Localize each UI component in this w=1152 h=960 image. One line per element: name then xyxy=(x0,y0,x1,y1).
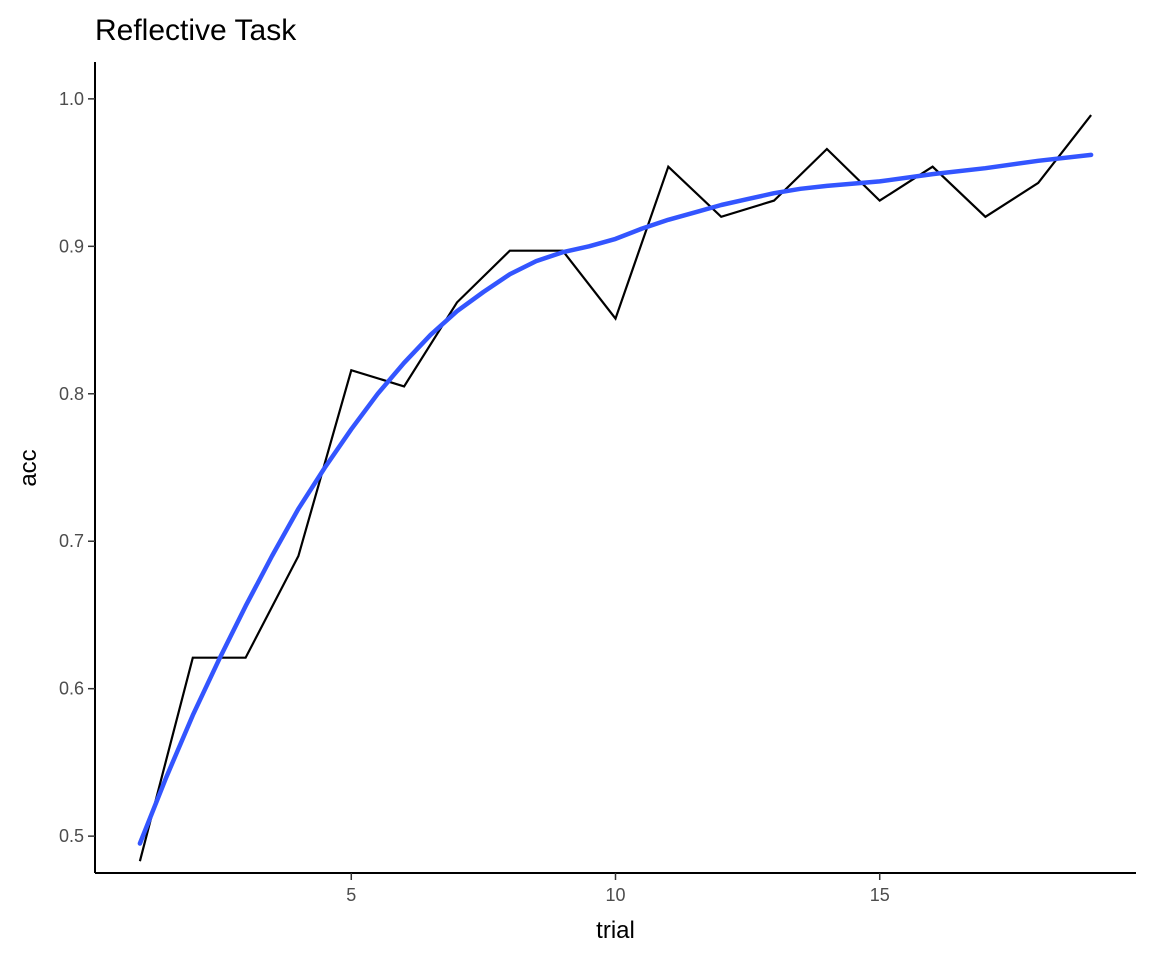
x-tick-label: 10 xyxy=(605,885,625,905)
y-tick-label: 0.7 xyxy=(59,531,84,551)
x-axis-title: trial xyxy=(596,917,635,944)
axes: 5 10 15 0.5 0.6 0.7 0.8 0.9 1.0 xyxy=(59,62,1136,905)
x-tick-label: 15 xyxy=(870,885,890,905)
y-tick-label: 0.6 xyxy=(59,679,84,699)
y-axis-title: acc xyxy=(15,449,42,486)
chart-title: Reflective Task xyxy=(95,14,297,47)
accuracy-line xyxy=(138,114,1092,862)
x-tick-label: 5 xyxy=(346,885,356,905)
smooth-trend-line xyxy=(137,152,1094,846)
y-tick-label: 0.5 xyxy=(59,826,84,846)
y-tick-label: 0.9 xyxy=(59,236,84,256)
y-tick-label: 0.8 xyxy=(59,384,84,404)
series-layer xyxy=(137,114,1094,862)
y-tick-label: 1.0 xyxy=(59,89,84,109)
